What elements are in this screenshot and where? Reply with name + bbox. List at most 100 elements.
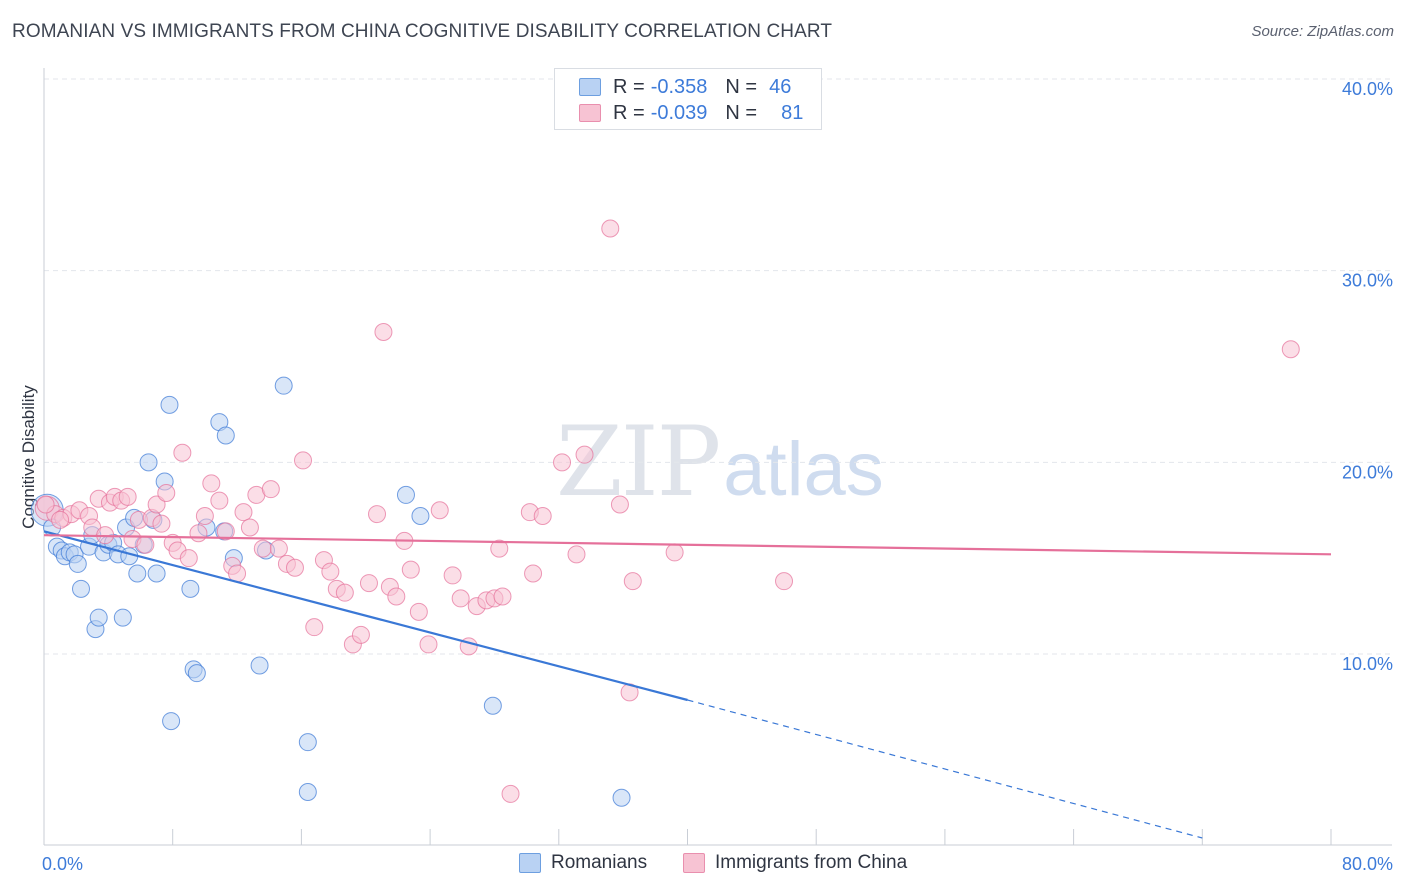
point-china [294, 451, 313, 470]
point-china [1281, 340, 1300, 359]
y-tick-label: 10.0% [1342, 654, 1393, 674]
point-romanian [139, 453, 158, 472]
legend-swatch-blue [579, 78, 601, 96]
point-china [253, 539, 272, 558]
point-china [610, 495, 629, 514]
point-china [261, 480, 280, 499]
source-label: Source: ZipAtlas.com [1251, 23, 1394, 40]
legend-item-china: Immigrants from China [683, 852, 907, 874]
series-legend: Romanians Immigrants from China [0, 852, 1406, 878]
point-china [451, 589, 470, 608]
point-china [575, 445, 594, 464]
legend-n-value: 81 [781, 101, 804, 124]
point-china [216, 522, 235, 541]
point-romanian [298, 733, 317, 752]
point-romanian [113, 608, 132, 627]
point-china [401, 560, 420, 579]
point-china [567, 545, 586, 564]
point-romanian [483, 696, 502, 715]
point-china [240, 518, 259, 537]
y-tick-label: 30.0% [1342, 271, 1393, 291]
legend-label-china: Immigrants from China [715, 852, 908, 873]
point-romanian [89, 608, 108, 627]
point-romanian [411, 507, 430, 525]
point-china [359, 574, 378, 593]
y-tick-label: 20.0% [1342, 462, 1393, 482]
legend-r-value: -0.039 [650, 101, 708, 124]
point-romanian [68, 554, 87, 573]
point-china [321, 562, 340, 581]
y-axis-label: Cognitive Disability [19, 385, 38, 529]
legend-row-romanians: R = -0.358 N = 46 [579, 74, 791, 100]
point-china [351, 625, 370, 644]
legend-r-value: -0.358 [650, 75, 708, 98]
point-romanian [274, 376, 293, 395]
legend-swatch-pink [579, 104, 601, 122]
point-romanian [181, 579, 200, 598]
point-china [490, 539, 509, 558]
point-china [36, 495, 55, 514]
point-china [152, 514, 171, 533]
point-china [533, 507, 552, 525]
point-china [305, 618, 324, 637]
point-romanian [160, 395, 179, 414]
legend-row-china: R = -0.039 N = 81 [579, 100, 803, 126]
point-china [269, 539, 288, 558]
trend-line-romanians [43, 530, 688, 702]
point-china [51, 510, 70, 529]
point-china [623, 572, 642, 591]
point-romanian [612, 788, 631, 807]
point-china [210, 491, 229, 510]
point-china [430, 501, 449, 520]
x-tick-label: 0.0% [42, 854, 83, 874]
legend-swatch-pink [683, 853, 705, 873]
point-china [147, 495, 166, 514]
point-romanian [216, 426, 235, 445]
point-china [202, 474, 221, 493]
point-romanian [72, 579, 91, 598]
legend-item-romanians: Romanians [519, 852, 647, 874]
point-china [118, 487, 137, 506]
point-romanian [250, 656, 269, 675]
point-china [443, 566, 462, 585]
point-romanian [298, 783, 317, 801]
point-romanian [128, 564, 147, 583]
point-china [601, 219, 620, 238]
point-china [409, 602, 428, 621]
legend-r-label: R = [613, 75, 645, 98]
chart-title: ROMANIAN VS IMMIGRANTS FROM CHINA COGNIT… [12, 21, 833, 42]
point-china [419, 635, 438, 654]
point-china [136, 535, 155, 554]
point-china [665, 543, 684, 562]
legend-n-label: N = [725, 75, 758, 98]
point-china [179, 549, 198, 568]
point-china [234, 503, 253, 522]
point-china [493, 587, 512, 606]
point-china [368, 505, 387, 524]
point-china [387, 587, 406, 606]
correlation-legend: R = -0.358 N = 46 R = -0.039 N = 81 [554, 68, 822, 130]
point-romanian [162, 712, 181, 731]
point-china [189, 524, 208, 543]
point-china [195, 507, 214, 525]
x-tick-label: 80.0% [1342, 854, 1393, 874]
legend-swatch-blue [519, 853, 541, 873]
point-china [501, 784, 520, 803]
point-china [374, 323, 393, 341]
legend-r-label: R = [613, 101, 645, 124]
legend-n-label: N = [725, 101, 758, 124]
point-china [553, 453, 572, 472]
point-china [775, 572, 794, 591]
point-china [524, 564, 543, 583]
point-romanian [396, 485, 415, 504]
trend-line-romanians-extension [687, 699, 1203, 839]
legend-n-value: 46 [769, 75, 792, 98]
point-china [173, 443, 192, 462]
point-china [157, 484, 176, 502]
legend-label-romanians: Romanians [551, 852, 648, 873]
point-romanian [187, 664, 206, 683]
y-tick-label: 40.0% [1342, 79, 1393, 99]
point-romanian [147, 564, 166, 583]
point-china [335, 583, 354, 602]
